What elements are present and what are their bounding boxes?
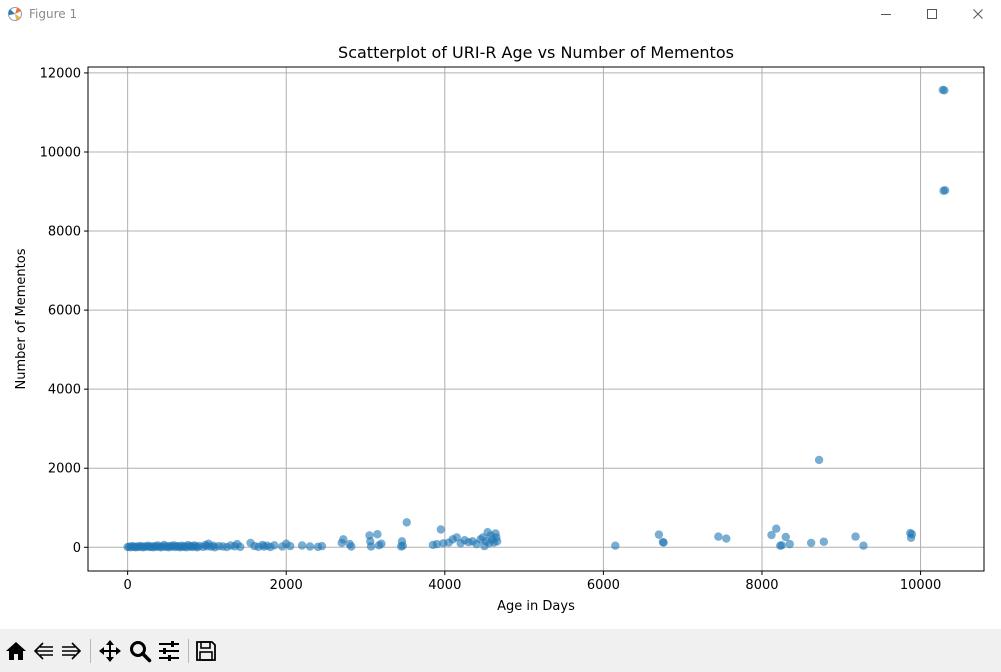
- x-tick-label: 6000: [587, 578, 620, 593]
- data-point: [819, 537, 829, 546]
- data-point: [492, 537, 502, 546]
- data-point: [377, 539, 386, 548]
- data-point: [270, 541, 279, 550]
- data-point: [285, 541, 295, 551]
- save-icon: [196, 641, 216, 661]
- pan-icon: [99, 640, 121, 662]
- axis-ticks: 0 2000 4000 6000 8000 10000 0 2000 4000 6000 8000 1…: [40, 66, 942, 593]
- data-point: [432, 539, 442, 549]
- forward-button[interactable]: [57, 637, 85, 665]
- data-point: [317, 541, 327, 551]
- configure-subplots-icon: [159, 641, 179, 661]
- minimize-button[interactable]: [863, 0, 909, 28]
- data-point: [767, 530, 776, 540]
- data-point: [452, 533, 461, 542]
- navigation-toolbar: [0, 629, 1001, 672]
- back-button[interactable]: [30, 637, 58, 665]
- data-point: [785, 539, 794, 549]
- x-tick-label: 2000: [270, 578, 303, 593]
- data-point: [772, 524, 781, 533]
- data-point: [398, 541, 407, 550]
- data-point: [722, 534, 731, 543]
- data-point: [339, 535, 348, 544]
- plot-frame: [87, 66, 985, 572]
- data-point: [659, 538, 668, 547]
- data-point: [611, 541, 620, 550]
- y-tick-label: 2000: [48, 462, 81, 477]
- x-tick-label: 10000: [900, 578, 941, 593]
- data-point: [305, 542, 315, 551]
- data-point: [366, 542, 376, 551]
- zoom-icon: [130, 641, 152, 663]
- x-axis-label: Age in Days: [497, 599, 575, 614]
- matplotlib-icon: [8, 7, 22, 21]
- data-point: [859, 541, 868, 550]
- y-tick-label: 0: [73, 541, 81, 556]
- home-icon: [6, 642, 26, 660]
- maximize-button[interactable]: [909, 0, 955, 28]
- data-point: [940, 86, 949, 95]
- data-point: [402, 518, 411, 527]
- close-button[interactable]: [955, 0, 1001, 28]
- zoom-button[interactable]: [126, 637, 154, 665]
- configure-subplots-button[interactable]: [155, 637, 183, 665]
- data-point: [806, 538, 816, 548]
- data-point: [907, 530, 917, 539]
- x-tick-label: 0: [124, 578, 132, 593]
- pan-button[interactable]: [96, 637, 124, 665]
- x-tick-label: 4000: [428, 578, 461, 593]
- y-tick-label: 12000: [40, 66, 81, 81]
- save-button[interactable]: [192, 637, 220, 665]
- data-point: [851, 532, 860, 541]
- back-icon: [33, 642, 53, 660]
- data-point: [297, 541, 307, 550]
- data-point: [654, 530, 664, 539]
- minimize-icon: [881, 14, 891, 15]
- data-point: [714, 532, 723, 541]
- scatter-chart: 0 2000 4000 6000 8000 10000 0 2000 4000 6000 8000 1…: [0, 28, 1001, 629]
- forward-icon: [62, 642, 82, 660]
- data-point: [777, 541, 787, 550]
- y-tick-label: 6000: [48, 304, 81, 319]
- maximize-icon: [927, 9, 937, 19]
- data-point: [940, 186, 950, 195]
- home-button[interactable]: [2, 637, 30, 665]
- toolbar-separator: [90, 639, 91, 663]
- data-point: [373, 530, 382, 539]
- data-point: [236, 542, 245, 552]
- y-tick-label: 8000: [48, 225, 81, 240]
- y-axis-label: Number of Mementos: [14, 248, 29, 389]
- figure-background: [0, 28, 1001, 629]
- window-title: Figure 1: [29, 7, 78, 21]
- title-bar: Figure 1: [0, 0, 1001, 28]
- chart-title: Scatterplot of URI-R Age vs Number of Me…: [338, 43, 734, 62]
- y-tick-label: 4000: [48, 383, 81, 398]
- y-tick-label: 10000: [40, 145, 81, 160]
- data-point: [814, 455, 824, 465]
- data-points: [123, 85, 950, 552]
- toolbar-separator: [188, 639, 189, 663]
- data-point: [347, 542, 356, 551]
- data-point: [781, 532, 790, 542]
- data-point: [436, 525, 446, 534]
- close-icon: [973, 9, 983, 19]
- x-tick-label: 8000: [745, 578, 778, 593]
